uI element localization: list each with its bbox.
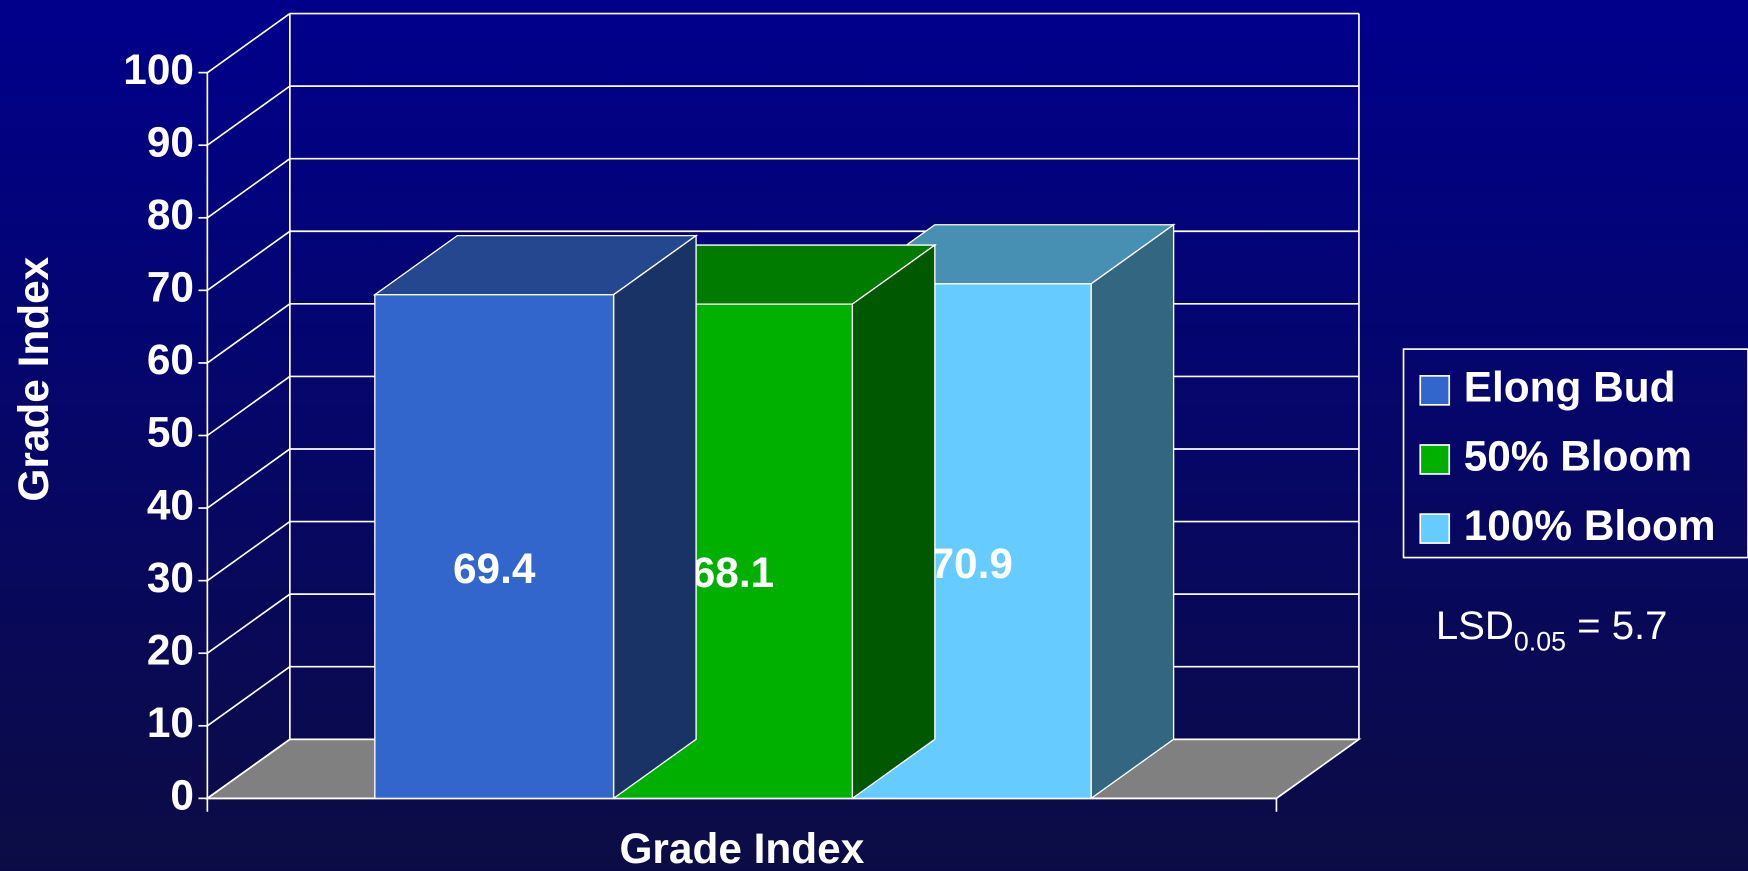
grid-line-side [206, 666, 291, 727]
bar-side [1090, 223, 1175, 800]
legend-label: 100% Bloom [1464, 502, 1716, 549]
annotation-tail: = 5.7 [1566, 602, 1668, 647]
bar [374, 294, 615, 800]
legend-swatch [1419, 444, 1451, 475]
y-tick-label: 10 [147, 699, 194, 746]
grid-line-side [206, 303, 291, 364]
grid-line-side [206, 375, 291, 437]
grid-line-side [206, 738, 291, 800]
grid-line-side [206, 230, 291, 292]
y-tick-label: 70 [147, 264, 194, 311]
y-tick-label: 20 [147, 626, 194, 673]
value-label: 70.9 [931, 540, 1013, 587]
y-tick-label: 0 [170, 772, 194, 819]
grid-line-side [206, 520, 291, 582]
grid-line-side [206, 593, 291, 654]
value-label: 68.1 [692, 549, 774, 596]
legend-swatch [1419, 375, 1451, 406]
y-tick-label: 50 [147, 409, 194, 456]
grid-line-side [206, 448, 291, 509]
y-tick-label: 40 [147, 481, 194, 528]
grid-line-side [206, 158, 291, 219]
annotation-main: LSD [1436, 602, 1514, 647]
legend-label: Elong Bud [1464, 364, 1676, 411]
y-tick-label: 30 [147, 554, 194, 601]
value-label: 69.4 [453, 545, 536, 592]
legend-label: 50% Bloom [1464, 433, 1692, 480]
y-tick-label: 80 [147, 191, 194, 238]
legend-swatch [1419, 513, 1451, 544]
y-tick-label: 100 [123, 46, 194, 93]
y-tick-label: 90 [147, 118, 194, 165]
x-tick-label: Grade Index [619, 825, 864, 871]
annotation: LSD0.05 = 5.7 [1436, 602, 1668, 656]
annotation-sub: 0.05 [1514, 626, 1566, 656]
legend-box [1402, 348, 1748, 559]
bar-side [851, 243, 936, 800]
bar-side [612, 234, 697, 800]
y-axis-title: Grade Index [10, 256, 57, 501]
grid-line-side [206, 85, 291, 146]
grid-line-side [206, 12, 291, 74]
y-tick-label: 60 [147, 336, 194, 383]
